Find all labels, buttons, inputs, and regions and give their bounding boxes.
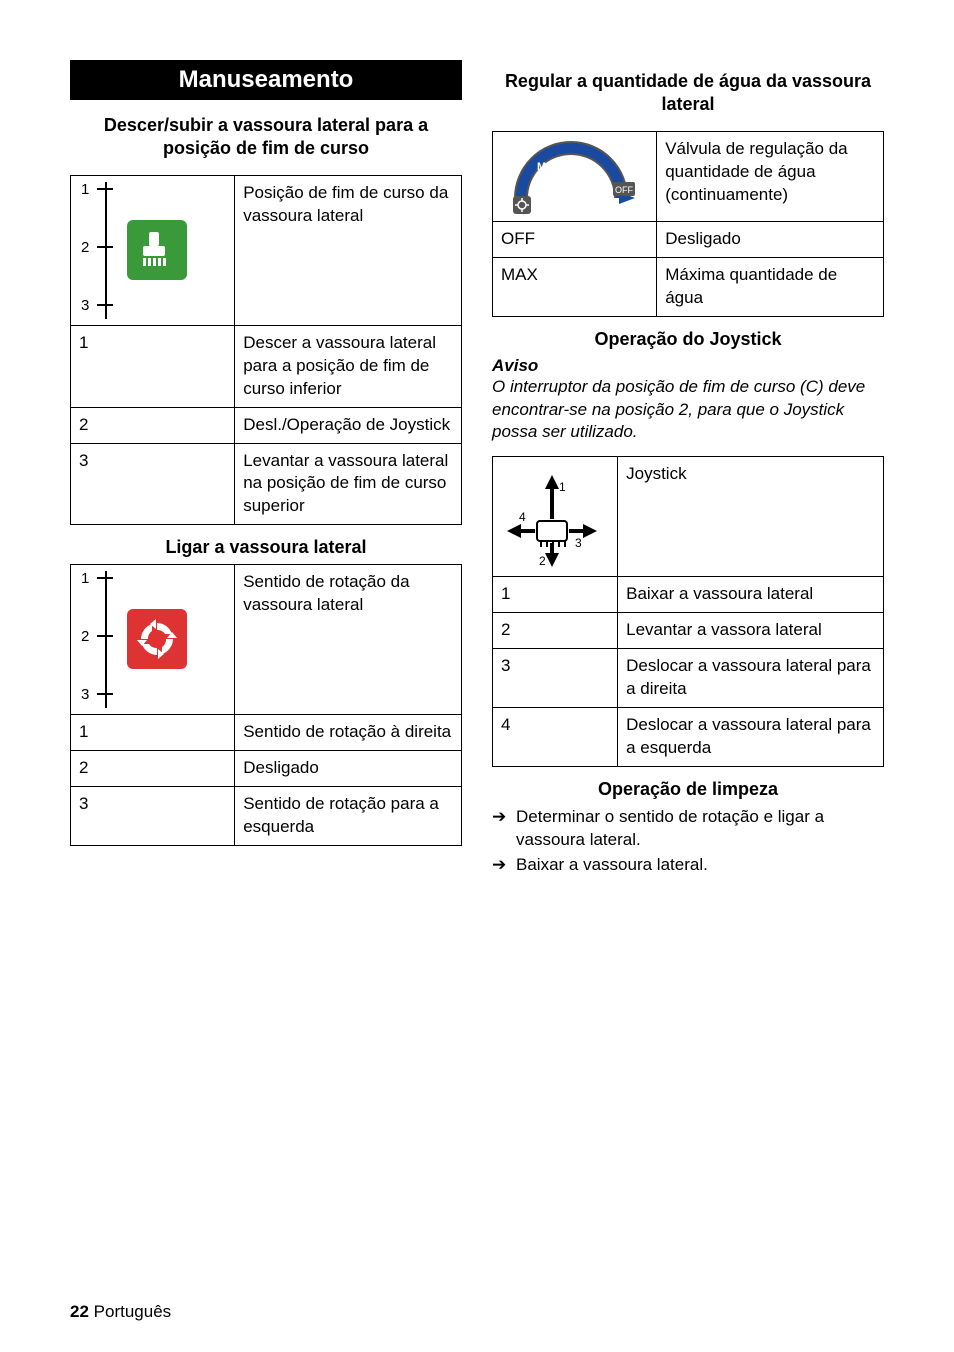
row-key: 3 — [493, 649, 618, 708]
row-value: Sentido de rotação à direita — [235, 715, 462, 751]
table-row: 2 Levantar a vassora lateral — [493, 613, 884, 649]
section-heading-water: Regular a quantidade de água da vassoura… — [492, 70, 884, 117]
row-value: Deslocar a vassoura lateral para a direi… — [618, 649, 884, 708]
row-value: Desl./Operação de Joystick — [235, 407, 462, 443]
water-dial-icon: OFF MAX — [501, 138, 641, 218]
table-water: OFF MAX Válvula de regulação da quantida… — [492, 131, 884, 317]
row-value: Deslocar a vassoura lateral para a esque… — [618, 708, 884, 767]
level-label: 1 — [81, 569, 89, 589]
broom-position-icon — [127, 220, 187, 280]
level-label: 1 — [81, 180, 89, 200]
icon-description: Posição de fim de curso da vassoura late… — [235, 175, 462, 325]
table-row: 3 Sentido de rotação para a esquerda — [71, 787, 462, 846]
row-value: Levantar a vassoura lateral na posição d… — [235, 443, 462, 525]
arrow-icon: ➔ — [492, 806, 516, 852]
icon-description: Sentido de rotação da vassoura lateral — [235, 565, 462, 715]
rotation-direction-icon — [127, 609, 187, 669]
table-row: 2 Desl./Operação de Joystick — [71, 407, 462, 443]
table-row: MAX Máxima quantidade de água — [493, 257, 884, 316]
level-label: 3 — [81, 685, 89, 705]
page-language: Português — [94, 1302, 172, 1321]
level-label: 2 — [81, 238, 89, 258]
row-value: Descer a vassoura lateral para a posição… — [235, 325, 462, 407]
section-heading-joystick: Operação do Joystick — [492, 329, 884, 350]
aviso-title: Aviso — [492, 356, 884, 376]
table-rotation: 1 2 3 — [70, 564, 462, 846]
list-item: ➔ Determinar o sentido de rotação e liga… — [492, 806, 884, 852]
icon-description: Joystick — [618, 457, 884, 577]
section-heading-endstop: Descer/subir a vassoura lateral para a p… — [70, 114, 462, 161]
row-key: MAX — [493, 257, 657, 316]
page-footer: 22 Português — [70, 1302, 171, 1322]
table-endstop: 1 2 3 — [70, 175, 462, 526]
row-key: 2 — [71, 407, 235, 443]
table-row: 1 Descer a vassoura lateral para a posiç… — [71, 325, 462, 407]
level-label: 2 — [81, 627, 89, 647]
three-level-icon: 1 2 3 — [77, 182, 228, 319]
table-row: 3 Deslocar a vassoura lateral para a dir… — [493, 649, 884, 708]
row-value: Desligado — [235, 751, 462, 787]
row-value: Baixar a vassoura lateral — [618, 577, 884, 613]
icon-cell-rotation: 1 2 3 — [71, 565, 235, 715]
row-key: 1 — [71, 325, 235, 407]
icon-description: Válvula de regulação da quantidade de ág… — [657, 131, 884, 221]
row-value: Desligado — [657, 221, 884, 257]
bullet-list-cleaning: ➔ Determinar o sentido de rotação e liga… — [492, 806, 884, 877]
aviso-body: O interruptor da posição de fim de curso… — [492, 376, 884, 445]
main-title: Manuseamento — [70, 60, 462, 100]
icon-cell-joystick: 1 2 3 4 — [493, 457, 618, 577]
table-row: 2 Desligado — [71, 751, 462, 787]
row-key: 2 — [71, 751, 235, 787]
left-column: Manuseamento Descer/subir a vassoura lat… — [70, 60, 462, 879]
level-label: 3 — [81, 296, 89, 316]
row-key: 3 — [71, 787, 235, 846]
section-heading-rotation: Ligar a vassoura lateral — [70, 537, 462, 558]
svg-text:4: 4 — [519, 510, 526, 524]
bullet-text: Determinar o sentido de rotação e ligar … — [516, 806, 884, 852]
list-item: ➔ Baixar a vassoura lateral. — [492, 854, 884, 877]
row-key: 3 — [71, 443, 235, 525]
table-row: 1 Baixar a vassoura lateral — [493, 577, 884, 613]
row-value: Levantar a vassora lateral — [618, 613, 884, 649]
table-row: 4 Deslocar a vassoura lateral para a esq… — [493, 708, 884, 767]
svg-text:3: 3 — [575, 536, 582, 550]
svg-text:OFF: OFF — [615, 185, 633, 195]
table-row: 1 Sentido de rotação à direita — [71, 715, 462, 751]
table-row: 3 Levantar a vassoura lateral na posição… — [71, 443, 462, 525]
row-key: 4 — [493, 708, 618, 767]
svg-text:2: 2 — [539, 554, 546, 568]
three-level-icon: 1 2 3 — [77, 571, 228, 708]
icon-cell-endstop: 1 2 3 — [71, 175, 235, 325]
right-column: Regular a quantidade de água da vassoura… — [492, 60, 884, 879]
svg-text:MAX: MAX — [537, 161, 562, 173]
section-heading-cleaning: Operação de limpeza — [492, 779, 884, 800]
table-joystick: 1 2 3 4 Joystick 1 Baixar a vassoura lat… — [492, 456, 884, 767]
table-row: OFF Desligado — [493, 221, 884, 257]
icon-cell-dial: OFF MAX — [493, 131, 657, 221]
row-key: 1 — [493, 577, 618, 613]
row-value: Sentido de rotação para a esquerda — [235, 787, 462, 846]
joystick-icon: 1 2 3 4 — [497, 461, 607, 571]
arrow-icon: ➔ — [492, 854, 516, 877]
bullet-text: Baixar a vassoura lateral. — [516, 854, 708, 877]
row-key: OFF — [493, 221, 657, 257]
svg-text:1: 1 — [559, 480, 566, 494]
page-number: 22 — [70, 1302, 89, 1321]
row-key: 2 — [493, 613, 618, 649]
row-key: 1 — [71, 715, 235, 751]
row-value: Máxima quantidade de água — [657, 257, 884, 316]
